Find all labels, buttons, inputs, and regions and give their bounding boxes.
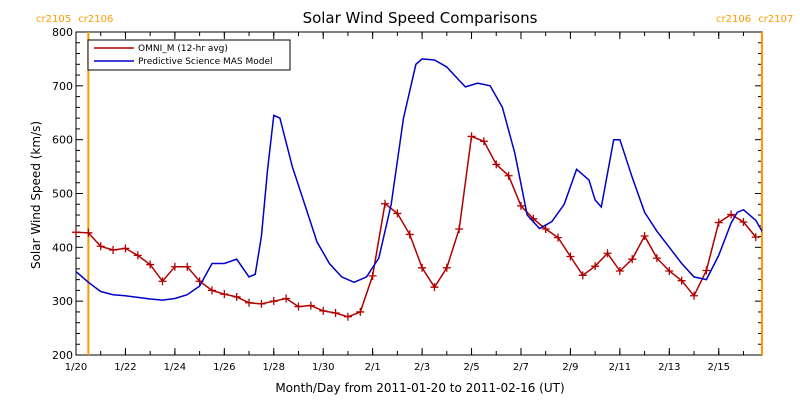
data-point-omni [652,254,661,263]
data-point-omni [294,302,303,311]
data-point-omni [269,297,278,306]
y-tick-label: 800 [52,26,73,39]
y-tick-label: 200 [52,349,73,362]
data-point-omni [702,266,711,275]
data-point-omni [603,249,612,258]
x-tick-label: 1/20 [65,362,87,373]
data-point-omni [554,233,563,242]
series-line-omni [76,135,757,318]
data-point-omni [677,276,686,285]
data-point-omni [492,160,501,169]
x-axis-label: Month/Day from 2011-01-20 to 2011-02-16 … [275,381,564,395]
cr-marker-label-start: cr2105 cr2106 [36,14,113,25]
data-point-omni [146,260,155,269]
data-point-omni [257,299,266,308]
legend-box [87,39,291,71]
data-point-omni [442,263,451,272]
data-point-omni [356,307,365,316]
data-point-omni [739,218,748,227]
data-point-omni [282,294,291,303]
data-point-omni [714,218,723,227]
chart-title: Solar Wind Speed Comparisons [303,9,538,27]
x-tick-label: 2/11 [609,362,631,373]
data-point-omni [220,290,229,299]
x-tick-label: 2/1 [365,362,381,373]
data-point-omni [640,232,649,241]
data-point-omni [591,262,600,271]
data-point-omni [455,225,464,234]
x-tick-label: 2/13 [658,362,680,373]
data-point-omni [665,267,674,276]
data-point-omni [479,137,488,146]
data-point-omni [183,262,192,271]
x-tick-label: 2/3 [414,362,430,373]
data-point-omni [467,132,476,141]
data-point-omni [541,225,550,234]
data-point-omni [628,255,637,264]
data-point-omni [109,246,118,255]
legend-label-omni: OMNI_M (12-hr avg) [138,44,228,54]
data-point-omni [72,228,80,237]
data-point-omni [245,298,254,307]
series-line-mas [76,58,762,301]
data-point-omni [418,263,427,272]
data-point-omni [405,230,414,239]
data-point-omni [368,271,377,280]
data-point-omni [133,251,142,260]
data-point-omni [578,271,587,280]
y-axis-label: Solar Wind Speed (km/s) [29,121,43,269]
data-point-omni [84,228,93,237]
cr-marker-label-end: cr2106 cr2107 [716,14,793,25]
data-point-omni [751,233,760,242]
x-tick-label: 2/15 [708,362,730,373]
y-tick-label: 500 [52,188,73,201]
x-tick-label: 1/24 [164,362,186,373]
y-tick-label: 600 [52,134,73,147]
data-point-omni [232,292,241,301]
data-point-omni [207,286,216,295]
x-tick-label: 2/5 [463,362,479,373]
data-point-omni [170,262,179,271]
y-tick-label: 700 [52,80,73,93]
y-tick-label: 400 [52,241,73,254]
data-point-omni [306,301,315,310]
data-point-omni [504,171,513,180]
data-point-omni [343,312,352,321]
data-point-omni [121,244,130,253]
x-tick-label: 1/22 [114,362,136,373]
data-point-omni [158,277,167,286]
x-tick-label: 1/28 [263,362,285,373]
data-point-omni [393,209,402,218]
legend: OMNI_M (12-hr avg) Predictive Science MA… [87,39,291,71]
x-tick-label: 2/9 [562,362,578,373]
x-tick-label: 1/30 [312,362,334,373]
data-point-omni [566,252,575,261]
plot-area: 200 300 400 500 600 700 800 1/20 1/22 1/24 1/26 1/2… [52,26,763,373]
data-point-omni [430,283,439,292]
data-point-omni [96,242,105,251]
plot-frame [75,31,763,356]
data-point-omni [331,309,340,318]
data-point-omni [381,199,390,208]
data-point-omni [319,306,328,315]
legend-label-mas: Predictive Science MAS Model [138,57,273,67]
y-tick-label: 300 [52,295,73,308]
data-point-omni [690,291,699,300]
data-point-omni [615,267,624,276]
data-point-omni [727,210,736,219]
data-point-omni [516,201,525,210]
x-tick-label: 2/7 [513,362,529,373]
x-tick-label: 1/26 [213,362,235,373]
